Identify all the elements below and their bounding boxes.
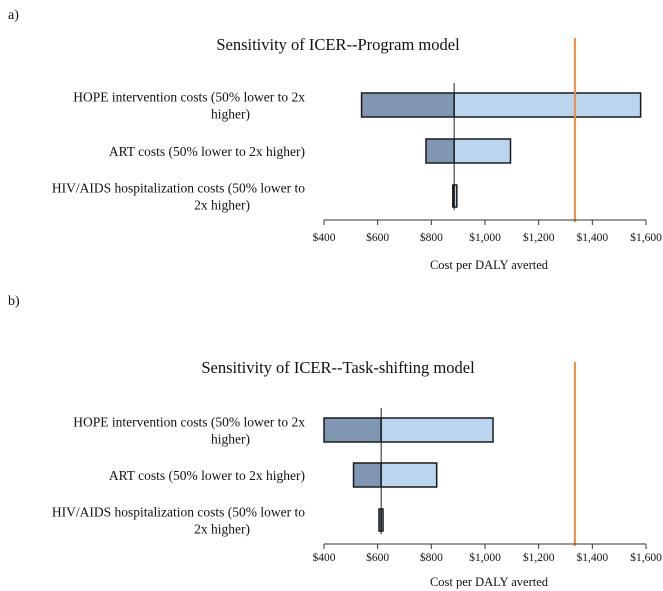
panel-label-b: b)	[8, 294, 20, 309]
panel-label-a: a)	[8, 8, 19, 23]
x-tick-label-b-4: $1,200	[523, 551, 555, 564]
bar-high-b-1	[380, 462, 438, 488]
bar-low-b-1	[352, 462, 382, 488]
bar-high-a-0	[453, 92, 642, 118]
x-tick-label-a-3: $1,000	[469, 231, 501, 244]
x-tick-label-a-1: $600	[366, 231, 389, 244]
chart-title-a: Sensitivity of ICER--Program model	[216, 35, 460, 54]
x-tick-label-a-0: $400	[313, 231, 336, 244]
x-tick-label-a-2: $800	[420, 231, 443, 244]
x-axis-label-b: Cost per DALY averted	[430, 575, 549, 589]
bar-low-a-0	[360, 92, 455, 118]
x-tick-label-b-5: $1,400	[577, 551, 609, 564]
category-label-b-1: ART costs (50% lower to 2x higher)	[109, 468, 305, 483]
x-tick-label-a-6: $1,600	[630, 231, 662, 244]
bar-high-a-1	[453, 138, 512, 164]
chart-title-b: Sensitivity of ICER--Task-shifting model	[201, 358, 475, 377]
category-label-b-0: HOPE intervention costs (50% lower to 2x…	[73, 415, 305, 447]
category-label-a-2: HIV/AIDS hospitalization costs (50% lowe…	[52, 181, 305, 213]
x-tick-label-a-5: $1,400	[577, 231, 609, 244]
x-tick-label-b-1: $600	[366, 551, 389, 564]
category-label-a-1: ART costs (50% lower to 2x higher)	[109, 144, 305, 159]
bar-low-a-1	[425, 138, 455, 164]
x-tick-label-a-4: $1,200	[523, 231, 555, 244]
category-label-a-0: HOPE intervention costs (50% lower to 2x…	[73, 90, 305, 122]
category-label-b-2: HIV/AIDS hospitalization costs (50% lowe…	[52, 505, 305, 537]
x-tick-label-b-3: $1,000	[469, 551, 501, 564]
x-tick-label-b-6: $1,600	[630, 551, 662, 564]
bar-high-b-0	[380, 417, 494, 443]
x-tick-label-b-0: $400	[313, 551, 336, 564]
x-tick-label-b-2: $800	[420, 551, 443, 564]
x-axis-label-a: Cost per DALY averted	[430, 258, 549, 272]
bar-low-b-0	[323, 417, 382, 443]
